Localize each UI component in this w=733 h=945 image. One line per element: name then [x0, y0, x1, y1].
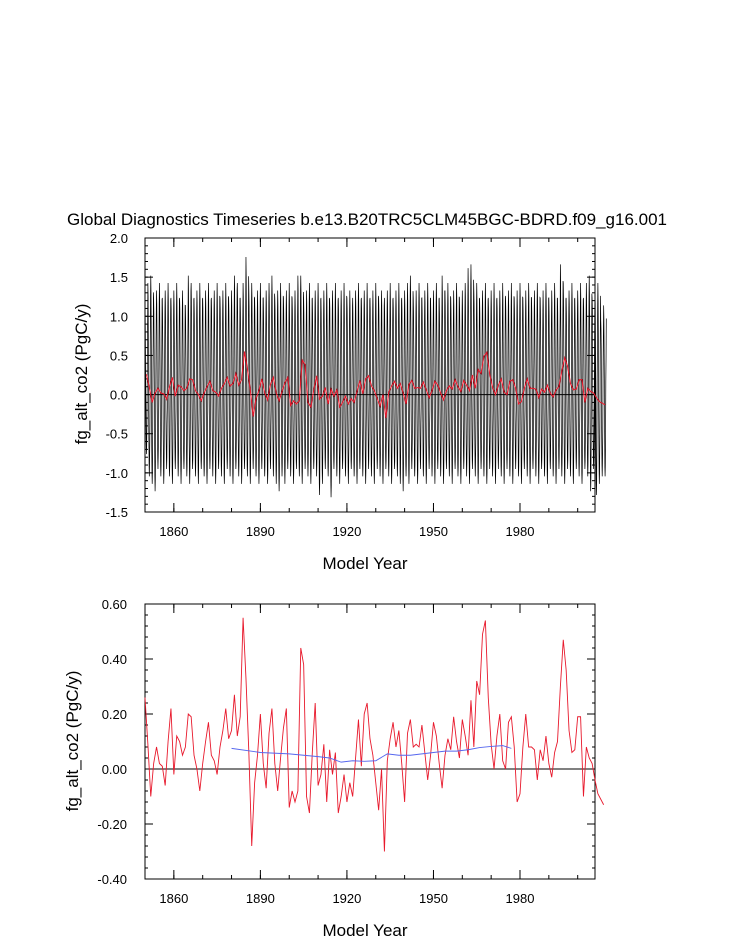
running-mean-line [231, 745, 512, 763]
plot-frame [144, 603, 596, 880]
y-tick-label: 1.5 [110, 270, 128, 285]
top-panel: Global Diagnostics Timeseries b.e13.B20T… [67, 210, 667, 573]
x-tick-label: 1920 [332, 891, 361, 906]
annual-mean-line [144, 617, 605, 852]
annual-mean-line [145, 350, 606, 419]
top-plot-area: -1.5 -1.0 -0.5 0.0 0.5 1.0 1.5 2.0 1860 1890 1920 1… [106, 231, 607, 539]
y-tick-label: 0.5 [110, 348, 128, 363]
top-y-axis-label: fg_alt_co2 (PgC/y) [72, 304, 91, 445]
x-tick-label: 1860 [159, 524, 188, 539]
bottom-panel: -0.40 -0.20 0.00 0.20 0.40 0.60 1860 1890 1920 19… [63, 597, 605, 940]
y-tick-label: -1.5 [106, 505, 128, 520]
plot-frame [144, 237, 596, 513]
y-tick-label: 0.20 [102, 707, 127, 722]
x-tick-label: 1890 [246, 524, 275, 539]
x-tick-label: 1920 [332, 524, 361, 539]
y-tick-label: 1.0 [110, 309, 128, 324]
x-tick-label: 1950 [419, 524, 448, 539]
y-tick-label: 0.00 [102, 762, 127, 777]
y-tick-label: 0.0 [110, 388, 128, 403]
y-tick-label: 2.0 [110, 231, 128, 246]
chart-title: Global Diagnostics Timeseries b.e13.B20T… [67, 210, 667, 229]
y-tick-label: 0.40 [102, 652, 127, 667]
top-x-axis-label: Model Year [322, 554, 407, 573]
monthly-series-line [144, 256, 607, 498]
x-tick-label: 1950 [419, 891, 448, 906]
x-tick-label: 1890 [246, 891, 275, 906]
bottom-plot-area: -0.40 -0.20 0.00 0.20 0.40 0.60 1860 1890 1920 19… [97, 597, 605, 906]
y-tick-label: 0.60 [102, 597, 127, 612]
x-tick-label: 1860 [159, 891, 188, 906]
y-tick-label: -1.0 [106, 466, 128, 481]
bottom-y-axis-label: fg_alt_co2 (PgC/y) [63, 671, 82, 812]
y-tick-label: -0.5 [106, 427, 128, 442]
x-tick-label: 1980 [506, 891, 535, 906]
y-tick-label: -0.20 [97, 817, 127, 832]
y-tick-label: -0.40 [97, 872, 127, 887]
bottom-x-axis-label: Model Year [322, 921, 407, 940]
x-tick-label: 1980 [506, 524, 535, 539]
